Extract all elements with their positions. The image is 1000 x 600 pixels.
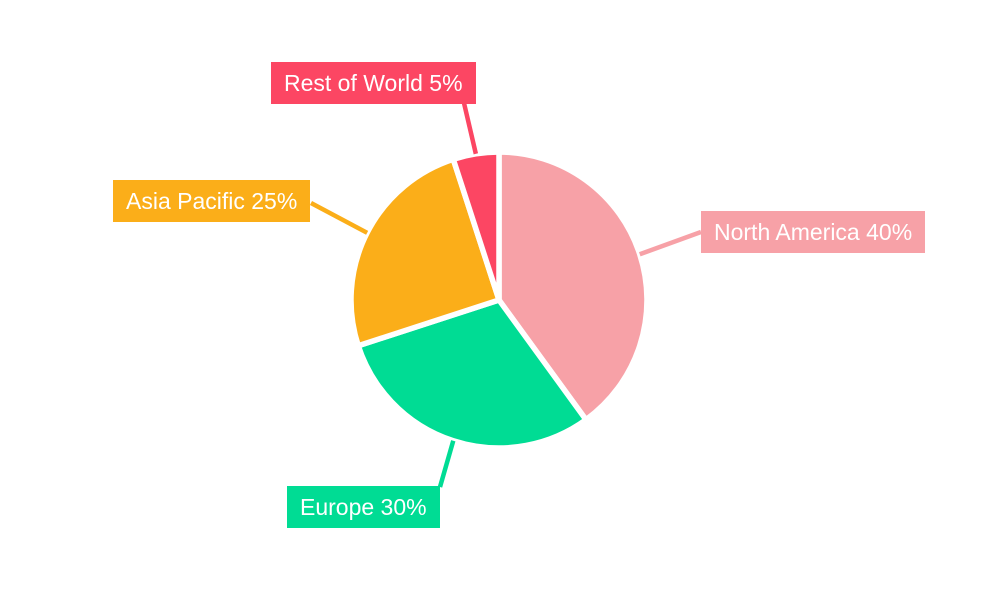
pie-slices [348, 149, 650, 451]
pie-slice-rest-of-world[interactable] [450, 149, 502, 303]
leader-line-asia-pacific [309, 201, 369, 235]
leader-lines [309, 102, 702, 488]
label-north-america-text: North America 40% [714, 219, 913, 245]
label-asia-pacific-text: Asia Pacific 25% [126, 188, 298, 214]
label-rest-of-world-text: Rest of World 5% [284, 70, 463, 96]
leader-line-europe [437, 440, 456, 488]
pie-slice-north-america[interactable] [496, 149, 650, 423]
label-north-america: North America 40% [701, 211, 926, 253]
leader-line-north-america [638, 229, 702, 257]
label-asia-pacific: Asia Pacific 25% [113, 180, 311, 222]
label-rest-of-world: Rest of World 5% [271, 62, 476, 104]
label-europe: Europe 30% [287, 486, 440, 528]
label-europe-text: Europe 30% [300, 494, 427, 520]
pie-slice-europe[interactable] [355, 297, 589, 451]
leader-line-rest-of-world [461, 102, 479, 155]
pie-slice-asia-pacific[interactable] [348, 156, 502, 349]
